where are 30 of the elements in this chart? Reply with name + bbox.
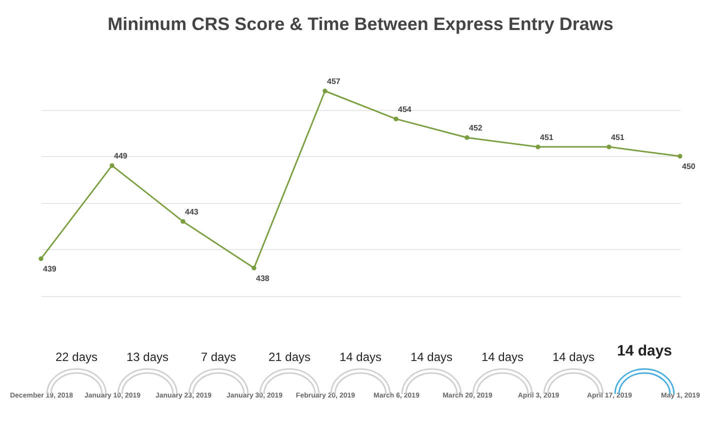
- point: [394, 116, 398, 122]
- data-label: 454: [398, 104, 412, 114]
- data-label: 449: [114, 152, 128, 161]
- point: [180, 219, 186, 224]
- point: [678, 154, 682, 159]
- text: 14 days: [552, 350, 595, 364]
- point: [322, 88, 328, 94]
- data-label: 452: [469, 124, 483, 133]
- data-label: 439: [43, 264, 57, 274]
- point: [38, 256, 44, 262]
- data-label: 451: [540, 132, 554, 142]
- text: 14 days: [410, 350, 453, 364]
- text: 14 days: [481, 350, 524, 364]
- text: 7 days: [200, 350, 236, 364]
- data-label: 451: [611, 132, 625, 142]
- text: 14 days: [339, 350, 382, 364]
- point: [536, 144, 540, 150]
- data-label: 457: [327, 77, 341, 86]
- text: 14 days: [616, 342, 672, 360]
- point: [606, 144, 612, 150]
- data-label: 443: [185, 207, 199, 216]
- text: 21 days: [268, 350, 311, 364]
- point: [110, 163, 114, 168]
- text: 13 days: [126, 350, 169, 364]
- chart-title: Minimum CRS Score & Time Between Express Entry Draws: [108, 14, 614, 34]
- data-label: 450: [682, 162, 696, 172]
- point: [464, 135, 470, 140]
- point: [252, 266, 256, 270]
- text: 22 days: [55, 350, 98, 364]
- data-label: 438: [256, 274, 270, 284]
